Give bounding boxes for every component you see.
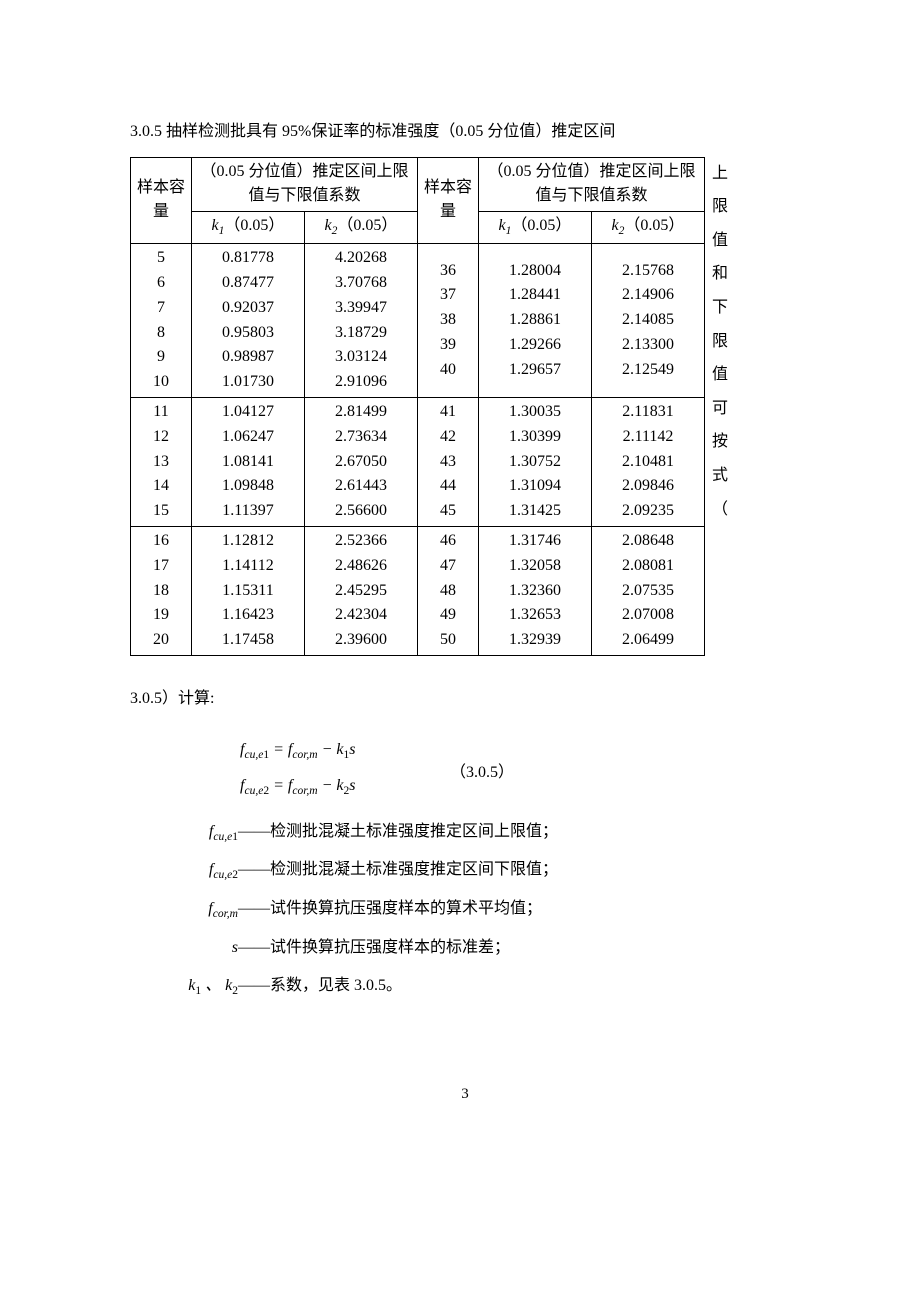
page-number: 3 xyxy=(130,1086,800,1103)
definition-symbol: fcu,e2 xyxy=(130,851,238,890)
formula-block: fcu,e1 = fcor,m − k1s （3.0.5） fcu,e2 = f… xyxy=(240,732,800,805)
definition-text: ——系数，见表 3.0.5。 xyxy=(238,967,402,1006)
formula-number: （3.0.5） xyxy=(450,758,514,782)
definition-text: ——试件换算抗压强度样本的标准差； xyxy=(238,929,510,967)
definition-row: s——试件换算抗压强度样本的标准差； xyxy=(130,929,800,967)
th-k2-left: k2（0.05） xyxy=(305,212,418,244)
th-k2-right: k2（0.05） xyxy=(592,212,705,244)
vertical-char: 值 xyxy=(709,358,731,392)
coefficient-table: 样本容量 （0.05 分位值）推定区间上限值与下限值系数 样本容量 （0.05 … xyxy=(130,157,705,656)
definition-text: ——检测批混凝土标准强度推定区间下限值； xyxy=(238,851,558,890)
definition-row: fcu,e1——检测批混凝土标准强度推定区间上限值； xyxy=(130,813,800,852)
definition-row: fcor,m——试件换算抗压强度样本的算术平均值； xyxy=(130,890,800,929)
vertical-char: 值 xyxy=(709,224,731,258)
vertical-continuation: 上限值和下限值可按式（ xyxy=(709,157,731,527)
vertical-char: 按 xyxy=(709,425,731,459)
definition-row: fcu,e2——检测批混凝土标准强度推定区间下限值； xyxy=(130,851,800,890)
definitions-list: fcu,e1——检测批混凝土标准强度推定区间上限值；fcu,e2——检测批混凝土… xyxy=(130,813,800,1007)
table-row: 16 17 18 19 20 1.12812 1.14112 1.15311 1… xyxy=(131,526,705,655)
vertical-char: 可 xyxy=(709,392,731,426)
vertical-char: 和 xyxy=(709,257,731,291)
definition-symbol: k1 、 k2 xyxy=(130,967,238,1006)
vertical-char: 下 xyxy=(709,291,731,325)
definition-symbol: fcu,e1 xyxy=(130,813,238,852)
document-page: 3.0.5 抽样检测批具有 95%保证率的标准强度（0.05 分位值）推定区间 … xyxy=(0,0,920,1153)
formula-line-2: fcu,e2 = fcor,m − k2s xyxy=(240,768,800,805)
definition-text: ——试件换算抗压强度样本的算术平均值； xyxy=(238,890,542,929)
table-row: 5 6 7 8 9 10 0.81778 0.87477 0.92037 0.9… xyxy=(131,244,705,398)
vertical-char: 式 xyxy=(709,459,731,493)
vertical-char: 限 xyxy=(709,325,731,359)
th-sample-size-right: 样本容量 xyxy=(418,157,479,244)
th-group-left: （0.05 分位值）推定区间上限值与下限值系数 xyxy=(192,157,418,212)
definition-text: ——检测批混凝土标准强度推定区间上限值； xyxy=(238,813,558,852)
after-table-text: 3.0.5）计算: xyxy=(130,682,800,716)
th-k1-right: k1（0.05） xyxy=(479,212,592,244)
th-k1-left: k1（0.05） xyxy=(192,212,305,244)
th-group-right: （0.05 分位值）推定区间上限值与下限值系数 xyxy=(479,157,705,212)
vertical-char: （ xyxy=(709,493,731,527)
formula-line-1: fcu,e1 = fcor,m − k1s xyxy=(240,732,800,769)
definition-symbol: fcor,m xyxy=(130,890,238,929)
vertical-char: 限 xyxy=(709,190,731,224)
definition-row: k1 、 k2——系数，见表 3.0.5。 xyxy=(130,967,800,1006)
section-heading: 3.0.5 抽样检测批具有 95%保证率的标准强度（0.05 分位值）推定区间 xyxy=(130,115,800,149)
th-sample-size-left: 样本容量 xyxy=(131,157,192,244)
vertical-char: 上 xyxy=(709,157,731,191)
table-row: 11 12 13 14 15 1.04127 1.06247 1.08141 1… xyxy=(131,398,705,527)
definition-symbol: s xyxy=(130,929,238,967)
